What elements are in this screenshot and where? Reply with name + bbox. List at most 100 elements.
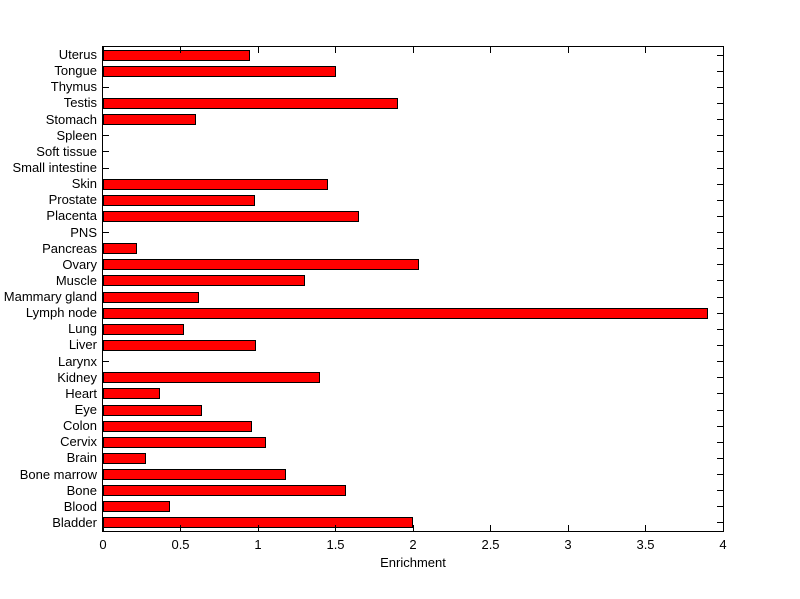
x-tick-mark-bottom (412, 525, 414, 531)
bar-ovary (103, 259, 420, 271)
x-tick-mark-bottom (490, 525, 491, 531)
y-tick-mark-left (103, 361, 109, 363)
y-tick-mark-right (717, 377, 723, 379)
x-tick-mark-bottom (722, 525, 724, 531)
y-tick-mark-right (717, 183, 723, 185)
y-tick-mark-right (717, 54, 723, 56)
y-tick-label-eye: Eye (74, 402, 97, 417)
x-tick-label-3-5: 3.5 (636, 537, 655, 552)
y-tick-label-lung: Lung (68, 321, 97, 337)
y-tick-mark-right (717, 167, 723, 169)
x-tick-label-4: 4 (719, 537, 727, 552)
y-tick-label-larynx: Larynx (57, 353, 97, 369)
y-tick-label-thymus: Thymus (50, 79, 97, 95)
x-tick-mark-top (645, 47, 646, 53)
x-axis-title: Enrichment (380, 555, 446, 570)
x-tick-mark-bottom (567, 525, 569, 531)
y-tick-mark-left (103, 86, 109, 88)
y-tick-label-mammary-gland: Mammary gland (3, 289, 97, 305)
bar-lymph-node (103, 307, 708, 319)
bar-prostate (103, 194, 255, 206)
y-tick-label-bladder: Bladder (52, 514, 97, 530)
x-tick-label-0: 0 (99, 537, 107, 552)
x-tick-mark-top (180, 47, 181, 53)
x-tick-mark-top (567, 47, 569, 53)
y-tick-mark-right (717, 490, 723, 492)
x-tick-mark-top (412, 47, 414, 53)
y-tick-mark-right (717, 344, 723, 346)
y-tick-mark-right (717, 328, 723, 330)
plot-area (102, 46, 724, 532)
y-tick-mark-left (103, 232, 109, 234)
y-tick-label-skin: Skin (71, 176, 97, 192)
bar-eye (103, 404, 203, 416)
y-tick-label-pns: PNS (70, 224, 97, 240)
bar-blood (103, 501, 170, 513)
y-tick-label-ovary: Ovary (62, 256, 97, 272)
y-tick-mark-right (717, 280, 723, 282)
x-tick-mark-bottom (645, 525, 646, 531)
y-tick-label-lymph-node: Lymph node (25, 305, 97, 321)
y-tick-label-soft-tissue: Soft tissue (36, 143, 97, 159)
x-tick-mark-bottom (257, 525, 259, 531)
x-tick-label-3: 3 (564, 537, 572, 552)
x-tick-label-1: 1 (254, 537, 262, 552)
y-tick-label-pancreas: Pancreas (42, 240, 97, 256)
y-tick-label-testis: Testis (63, 95, 97, 111)
y-tick-mark-right (717, 457, 723, 459)
bar-lung (103, 323, 184, 335)
x-tick-mark-bottom (102, 525, 104, 531)
y-tick-mark-left (103, 167, 109, 169)
x-tick-mark-top (257, 47, 259, 53)
y-tick-mark-right (717, 361, 723, 363)
x-tick-mark-bottom (180, 525, 181, 531)
y-tick-label-bone-marrow: Bone marrow (19, 466, 97, 482)
bar-colon (103, 420, 252, 432)
x-tick-mark-bottom (335, 525, 336, 531)
y-tick-mark-right (717, 264, 723, 266)
x-tick-mark-top (722, 47, 724, 53)
y-tick-mark-right (717, 119, 723, 121)
y-tick-mark-right (717, 425, 723, 427)
y-tick-label-colon: Colon (63, 418, 97, 434)
y-tick-label-tongue: Tongue (54, 63, 97, 79)
y-tick-label-spleen: Spleen (56, 127, 97, 143)
bar-skin (103, 178, 328, 190)
bar-bone-marrow (103, 469, 286, 481)
y-tick-mark-right (717, 70, 723, 72)
bar-testis (103, 97, 398, 109)
y-tick-mark-right (717, 199, 723, 201)
y-tick-mark-right (717, 215, 723, 217)
bar-mammary-gland (103, 291, 200, 303)
bar-bone (103, 485, 347, 497)
x-tick-label-1-5: 1.5 (326, 537, 345, 552)
bar-brain (103, 452, 147, 464)
y-tick-mark-right (717, 522, 723, 524)
y-tick-mark-right (717, 232, 723, 234)
x-tick-label-2-5: 2.5 (481, 537, 500, 552)
bar-heart (103, 388, 161, 400)
y-tick-label-kidney: Kidney (57, 369, 97, 385)
y-tick-label-muscle: Muscle (55, 272, 97, 288)
bar-cervix (103, 436, 266, 448)
x-tick-label-0-5: 0.5 (171, 537, 190, 552)
y-tick-label-heart: Heart (65, 385, 97, 401)
x-tick-label-2: 2 (409, 537, 417, 552)
bar-uterus (103, 49, 251, 61)
y-tick-mark-right (717, 151, 723, 153)
y-tick-mark-right (717, 312, 723, 314)
bar-placenta (103, 210, 359, 222)
bar-pancreas (103, 243, 138, 255)
y-tick-label-cervix: Cervix (60, 434, 97, 450)
x-tick-mark-top (102, 47, 104, 53)
bar-muscle (103, 275, 305, 287)
y-tick-mark-left (103, 151, 109, 153)
y-tick-mark-right (717, 102, 723, 104)
y-tick-mark-right (717, 135, 723, 137)
y-tick-label-small-intestine: Small intestine (12, 160, 97, 175)
y-tick-label-bone: Bone (66, 482, 97, 498)
bar-stomach (103, 114, 196, 126)
y-tick-mark-right (717, 86, 723, 88)
y-tick-label-stomach: Stomach (45, 111, 97, 127)
